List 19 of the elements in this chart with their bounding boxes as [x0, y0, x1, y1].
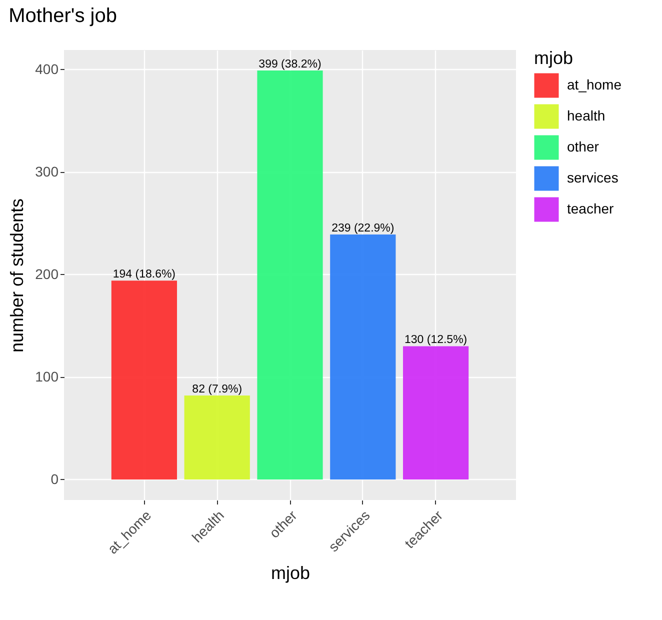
data-label: 82 (7.9%)	[192, 383, 242, 396]
y-tick-label: 300	[35, 163, 59, 180]
data-label: 399 (38.2%)	[258, 58, 322, 70]
y-tick-label: 200	[35, 266, 59, 282]
legend-label: teacher	[567, 200, 614, 216]
legend-label: at_home	[567, 76, 622, 92]
data-label: 130 (12.5%)	[404, 334, 468, 346]
legend-label: services	[567, 170, 618, 186]
chart-title: Mother's job	[8, 5, 117, 27]
y-tick-label: 400	[35, 60, 59, 77]
y-tick-label: 0	[50, 471, 59, 487]
legend-label: other	[567, 138, 600, 154]
legend-label: health	[567, 108, 606, 124]
y-axis-title: number of students	[7, 198, 28, 353]
x-axis-title: mjob	[270, 562, 310, 583]
data-label: 194 (18.6%)	[112, 268, 176, 281]
legend-title: mjob	[534, 48, 574, 68]
data-label: 239 (22.9%)	[332, 222, 394, 235]
y-tick-label: 100	[35, 368, 59, 384]
